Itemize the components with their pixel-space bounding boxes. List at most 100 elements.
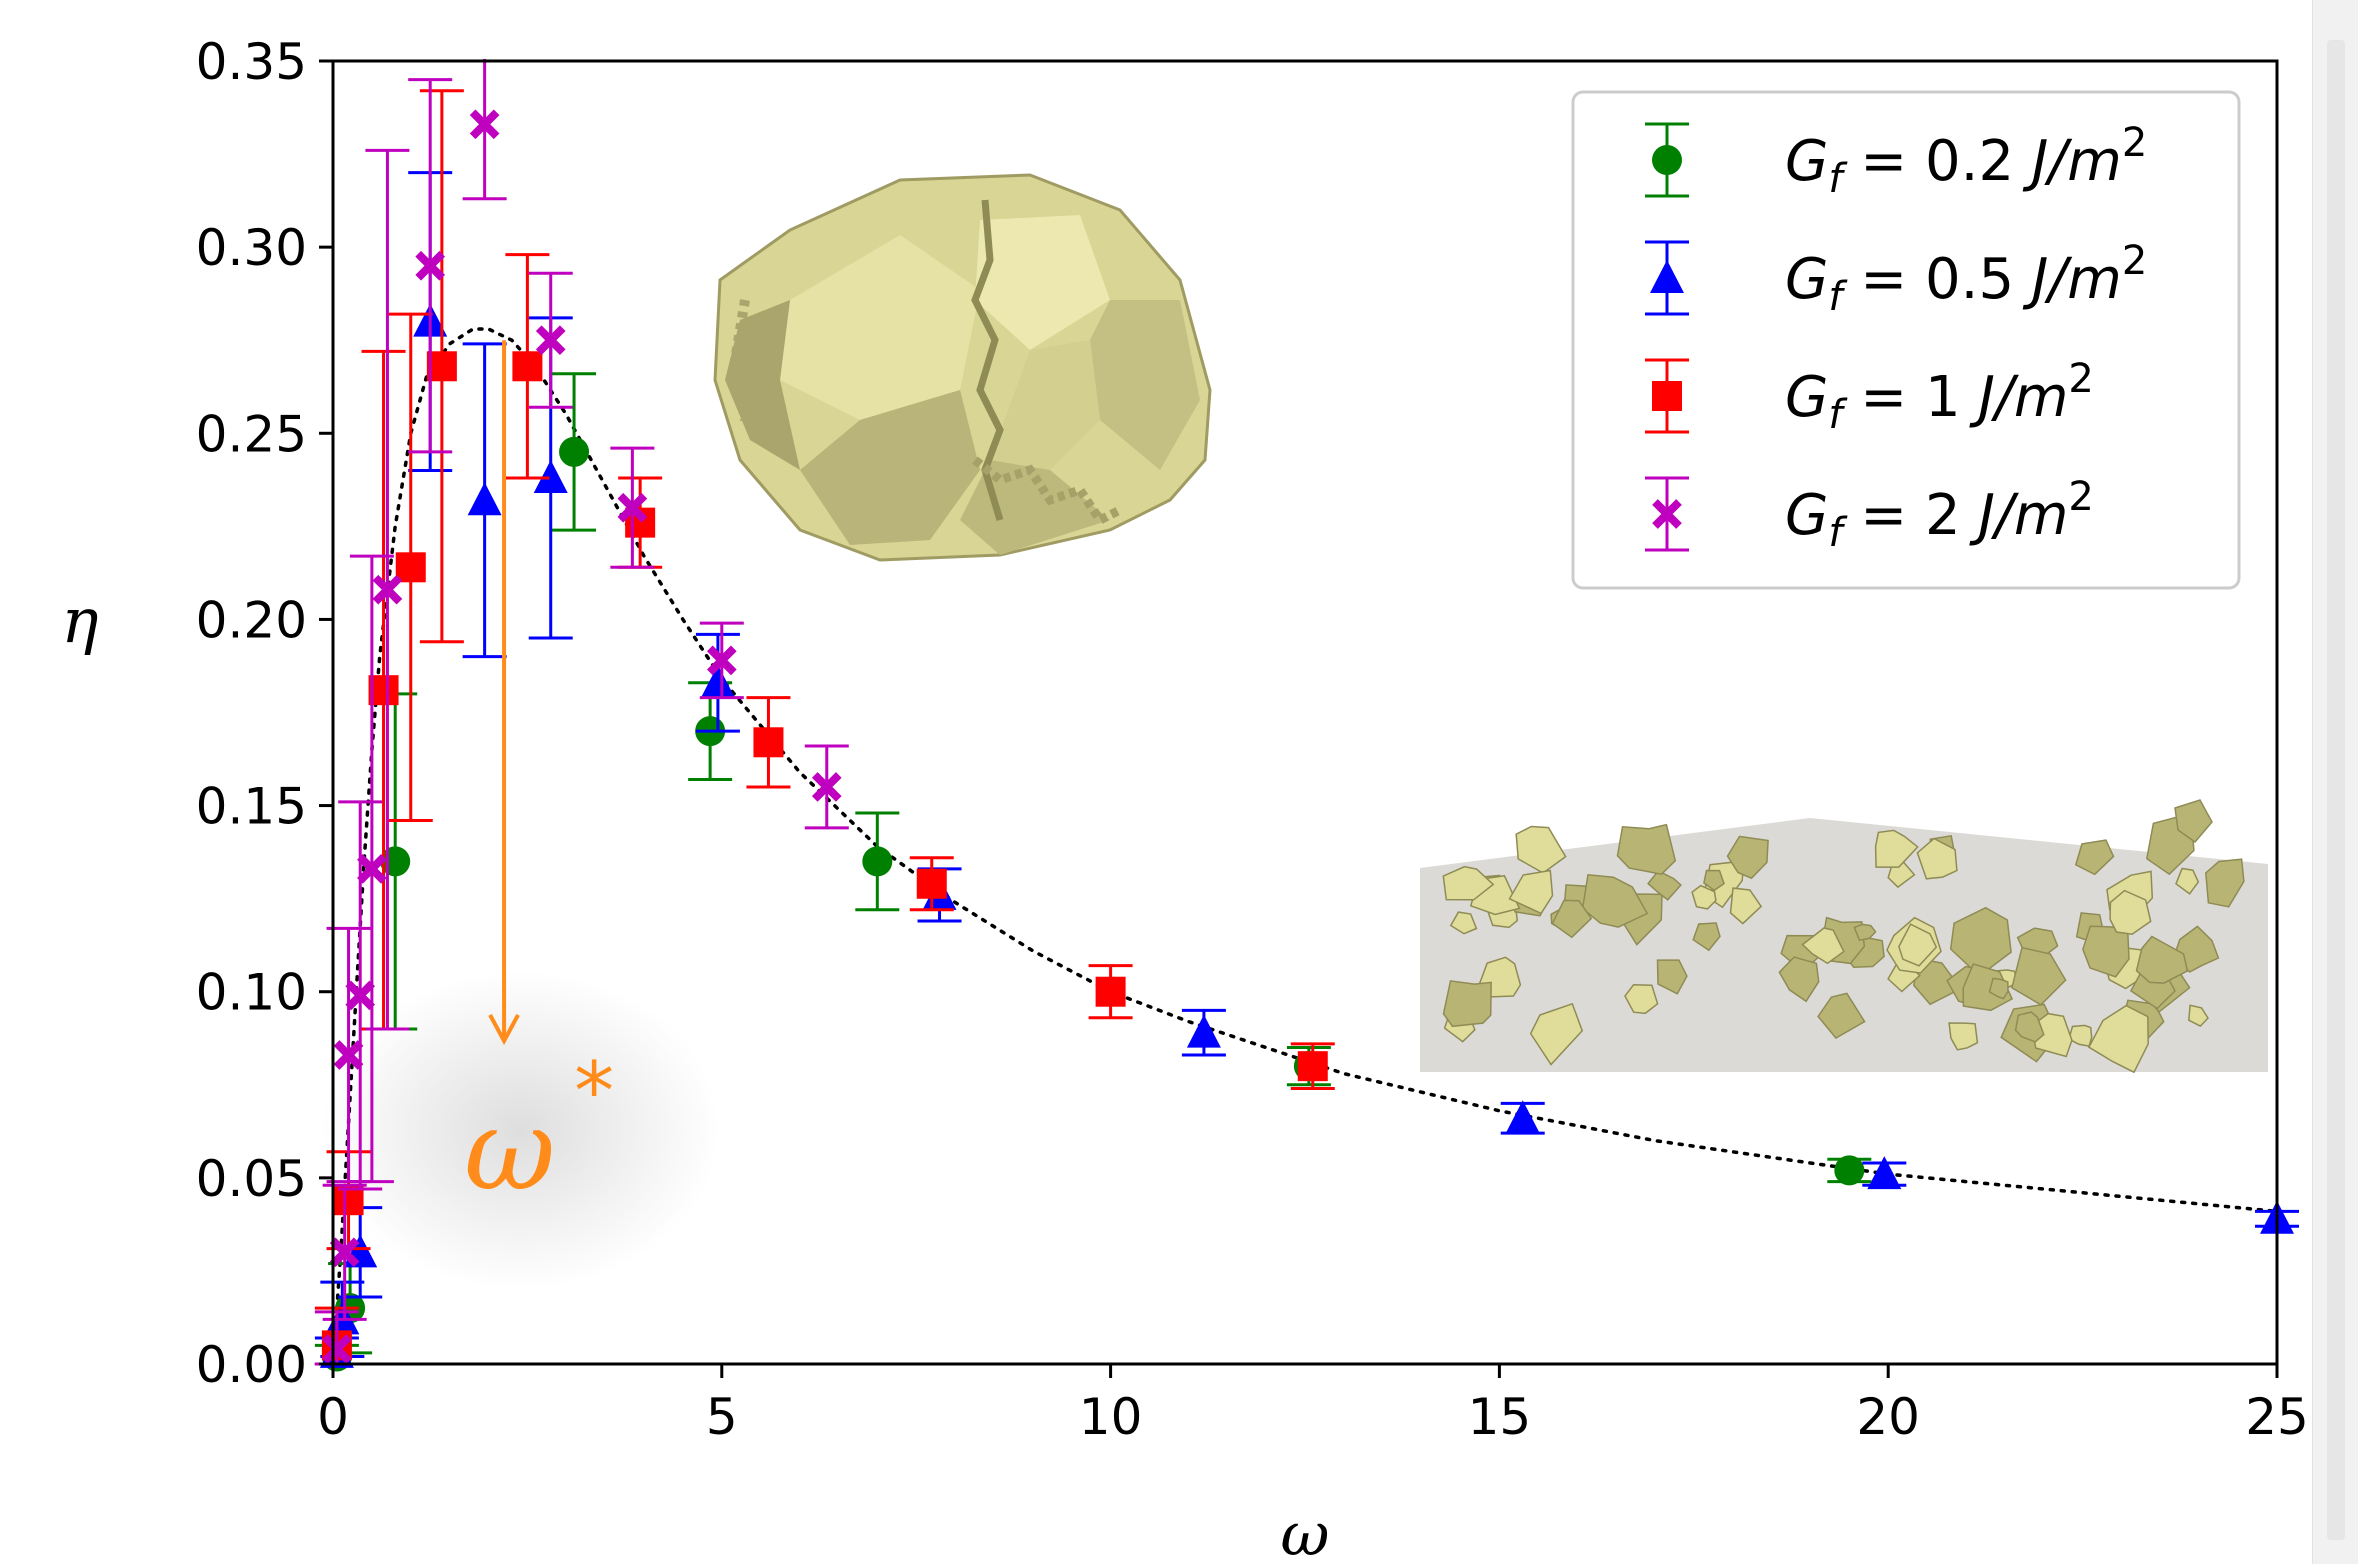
scrollbar[interactable] <box>2312 0 2358 1564</box>
plot-frame <box>331 59 2279 1366</box>
data-point-square <box>368 675 399 706</box>
debris-fragment <box>1647 869 1682 901</box>
debris-fragment <box>1887 861 1916 889</box>
scrollbar-track[interactable] <box>2327 40 2345 1540</box>
y-tick-label: 0.05 <box>196 1150 307 1208</box>
omega-star-arrow <box>488 340 520 1046</box>
data-point-x <box>415 250 446 281</box>
legend-label: Gf = 2 J/m2 <box>1785 474 2094 556</box>
data-point-x <box>333 1040 364 1070</box>
data-point-triangle <box>533 459 568 493</box>
data-point-triangle <box>700 664 735 698</box>
data-point-square <box>916 868 947 899</box>
debris-fragment <box>1898 923 1938 967</box>
debris-fragment <box>1726 835 1769 880</box>
data-point-x <box>345 980 376 1011</box>
data-point-x <box>535 325 566 356</box>
y-tick-label: 0.15 <box>196 778 307 836</box>
y-tick-label: 0.35 <box>196 33 307 91</box>
debris-fragment <box>1729 887 1763 925</box>
y-tick-label: 0.10 <box>196 964 307 1022</box>
debris-fragment <box>2188 1004 2209 1028</box>
debris-fragment <box>2135 935 2189 984</box>
x-tick-label: 5 <box>706 1388 738 1446</box>
legend-label: Gf = 1 J/m2 <box>1785 356 2094 438</box>
debris-fragment <box>2205 858 2245 908</box>
data-point-x <box>617 492 648 523</box>
data-point-circle <box>559 436 590 467</box>
data-point-x <box>1652 499 1682 529</box>
legend-box <box>1571 90 2241 590</box>
debris-fragment <box>2109 889 2152 935</box>
data-point-square <box>426 351 457 382</box>
x-tick-label: 15 <box>1468 1388 1532 1446</box>
debris-fragment <box>1916 837 1958 880</box>
x-tick-label: 25 <box>2245 1388 2309 1446</box>
debris-fragment <box>1801 927 1845 965</box>
debris-fragment <box>1817 992 1866 1039</box>
data-point-triangle <box>1650 260 1684 293</box>
x-axis-label: ω <box>1281 1500 1330 1564</box>
data-point-square <box>753 727 784 758</box>
y-tick-label: 0.20 <box>196 591 307 649</box>
debris-fragment <box>1529 1002 1584 1066</box>
y-tick-label: 0.30 <box>196 219 307 277</box>
data-point-x <box>357 854 387 884</box>
data-point-circle <box>1652 145 1682 175</box>
debris-fragment <box>1874 829 1919 868</box>
debris-fragment <box>1442 980 1492 1028</box>
fractured-sphere-illustration <box>713 173 1212 562</box>
y-tick-label: 0.00 <box>196 1336 307 1394</box>
x-tick-label: 10 <box>1079 1388 1143 1446</box>
debris-fragment <box>2174 799 2213 844</box>
data-point-triangle <box>1867 1156 1902 1190</box>
legend-label: Gf = 0.2 J/m2 <box>1785 120 2147 202</box>
data-point-square <box>512 351 543 382</box>
debris-fragment <box>2014 1011 2045 1043</box>
debris-fragment <box>1581 873 1649 928</box>
omega-star-label: ω <box>464 1086 555 1216</box>
y-tick-label: 0.25 <box>196 405 307 463</box>
x-tick-label: 0 <box>317 1388 349 1446</box>
debris-fragment <box>1853 923 1877 942</box>
debris-fragment <box>1656 959 1688 995</box>
debris-fragment <box>1962 963 2014 1012</box>
debris-fragment <box>1624 983 1659 1015</box>
debris-fragment <box>1551 899 1593 939</box>
debris-fragment <box>2087 1004 2149 1074</box>
data-point-triangle <box>1186 1014 1221 1048</box>
data-point-triangle <box>1505 1100 1540 1134</box>
debris-fragment <box>2175 867 2200 895</box>
data-point-circle <box>1834 1155 1865 1186</box>
debris-fragment <box>1691 884 1717 910</box>
debris-fragment <box>1508 869 1554 915</box>
data-point-x <box>329 1237 360 1268</box>
x-tick-label: 20 <box>1856 1388 1920 1446</box>
data-point-square <box>1095 976 1126 1007</box>
debris-fragment <box>2068 1024 2093 1047</box>
data-point-square <box>1297 1051 1328 1082</box>
debris-fragment <box>1778 956 1820 1003</box>
data-point-square <box>1652 381 1682 411</box>
debris-fragment <box>1948 1022 1979 1051</box>
annotation-glow <box>320 970 720 1290</box>
debris-fragment <box>1449 911 1478 935</box>
debris-fragment <box>2011 946 2067 1006</box>
debris-fragment <box>1442 865 1495 901</box>
data-point-x <box>811 772 842 802</box>
omega-star-superscript: * <box>574 1045 614 1138</box>
data-point-square <box>395 552 426 583</box>
data-point-x <box>372 574 403 605</box>
fragments-floor-illustration <box>1420 799 2268 1074</box>
y-axis-label: η <box>61 584 98 657</box>
data-point-x <box>322 1334 352 1364</box>
data-point-circle <box>862 846 893 877</box>
data-point-x <box>706 645 737 676</box>
legend: Gf = 0.2 J/m2 Gf = 0.5 J/m2 Gf = 1 J/m2 Gf … <box>1571 90 2241 590</box>
data-point-x <box>469 109 500 140</box>
debris-fragment <box>1988 977 2009 1000</box>
legend-label: Gf = 0.5 J/m2 <box>1785 238 2147 320</box>
debris-fragment <box>2074 839 2115 876</box>
debris-fragment <box>1692 922 1721 952</box>
